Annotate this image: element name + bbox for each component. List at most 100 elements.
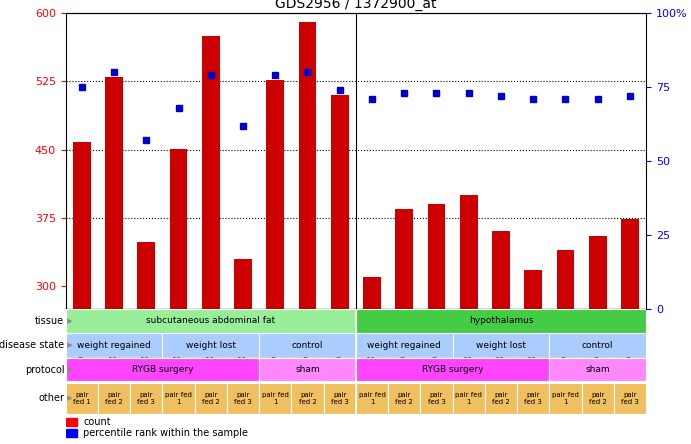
- Bar: [195, 382, 227, 415]
- Bar: [388, 309, 420, 362]
- Text: GSM206034: GSM206034: [368, 311, 377, 357]
- Bar: [98, 382, 130, 415]
- Bar: [517, 309, 549, 362]
- Text: GSM206038: GSM206038: [399, 311, 409, 357]
- Text: GSM206027: GSM206027: [335, 311, 344, 357]
- Bar: [130, 309, 162, 362]
- Text: ▶: ▶: [65, 396, 73, 401]
- Text: pair
fed 3: pair fed 3: [428, 392, 446, 405]
- Bar: [66, 417, 77, 426]
- Bar: [453, 333, 549, 357]
- Bar: [162, 382, 195, 415]
- Text: other: other: [38, 393, 64, 404]
- Bar: [485, 309, 517, 362]
- Title: GDS2956 / 1372900_at: GDS2956 / 1372900_at: [275, 0, 437, 11]
- Text: pair
fed 2: pair fed 2: [105, 392, 123, 405]
- Text: subcutaneous abdominal fat: subcutaneous abdominal fat: [146, 316, 275, 325]
- Bar: [66, 333, 162, 357]
- Text: pair
fed 3: pair fed 3: [621, 392, 639, 405]
- Text: tissue: tissue: [35, 316, 64, 326]
- Bar: [492, 231, 510, 309]
- Bar: [395, 209, 413, 309]
- Bar: [582, 382, 614, 415]
- Text: RYGB surgery: RYGB surgery: [422, 365, 484, 374]
- Bar: [356, 309, 388, 362]
- Bar: [582, 309, 614, 362]
- Text: pair fed
1: pair fed 1: [165, 392, 192, 405]
- Bar: [234, 258, 252, 309]
- Bar: [66, 382, 98, 415]
- Text: disease state: disease state: [0, 340, 64, 350]
- Bar: [259, 382, 292, 415]
- Text: GSM206022: GSM206022: [271, 311, 280, 357]
- Bar: [292, 382, 323, 415]
- Bar: [549, 358, 646, 381]
- Bar: [259, 309, 292, 362]
- Bar: [356, 333, 453, 357]
- Text: control: control: [292, 341, 323, 350]
- Bar: [227, 309, 259, 362]
- Text: count: count: [83, 417, 111, 427]
- Bar: [589, 236, 607, 309]
- Text: GSM206050: GSM206050: [529, 311, 538, 357]
- Text: GSM206045: GSM206045: [238, 311, 247, 357]
- Bar: [549, 382, 582, 415]
- Bar: [130, 382, 162, 415]
- Bar: [195, 309, 227, 362]
- Text: pair
fed 2: pair fed 2: [299, 392, 316, 405]
- Text: GSM206028: GSM206028: [625, 311, 634, 357]
- Bar: [331, 95, 348, 309]
- Text: pair
fed 3: pair fed 3: [138, 392, 155, 405]
- Bar: [428, 204, 445, 309]
- Bar: [614, 382, 646, 415]
- Bar: [363, 277, 381, 309]
- Bar: [323, 382, 356, 415]
- Text: weight lost: weight lost: [186, 341, 236, 350]
- Bar: [388, 382, 420, 415]
- Text: GSM206024: GSM206024: [303, 311, 312, 357]
- Text: sham: sham: [295, 365, 320, 374]
- Text: pair
fed 1: pair fed 1: [73, 392, 91, 405]
- Text: GSM206040: GSM206040: [142, 311, 151, 357]
- Bar: [460, 195, 477, 309]
- Text: GSM206049: GSM206049: [496, 311, 506, 357]
- Bar: [356, 358, 549, 381]
- Text: pair fed
1: pair fed 1: [455, 392, 482, 405]
- Bar: [549, 309, 582, 362]
- Text: ▶: ▶: [65, 342, 73, 348]
- Bar: [356, 382, 388, 415]
- Bar: [517, 382, 549, 415]
- Text: pair
fed 3: pair fed 3: [331, 392, 349, 405]
- Bar: [105, 77, 123, 309]
- Bar: [259, 358, 356, 381]
- Bar: [485, 382, 517, 415]
- Bar: [66, 309, 98, 362]
- Bar: [420, 382, 453, 415]
- Bar: [66, 358, 259, 381]
- Text: pair fed
1: pair fed 1: [359, 392, 386, 405]
- Text: pair
fed 3: pair fed 3: [234, 392, 252, 405]
- Text: pair fed
1: pair fed 1: [262, 392, 289, 405]
- Text: pair
fed 3: pair fed 3: [524, 392, 542, 405]
- Text: GSM206041: GSM206041: [432, 311, 441, 357]
- Bar: [356, 309, 646, 333]
- Bar: [323, 309, 356, 362]
- Text: weight regained: weight regained: [77, 341, 151, 350]
- Text: protocol: protocol: [25, 365, 64, 375]
- Text: pair fed
1: pair fed 1: [552, 392, 579, 405]
- Text: GSM206031: GSM206031: [77, 311, 86, 357]
- Bar: [98, 309, 130, 362]
- Bar: [614, 309, 646, 362]
- Bar: [453, 382, 485, 415]
- Text: GSM206043: GSM206043: [174, 311, 183, 357]
- Text: GSM206025: GSM206025: [593, 311, 603, 357]
- Text: pair
fed 2: pair fed 2: [202, 392, 220, 405]
- Bar: [453, 309, 485, 362]
- Bar: [292, 309, 323, 362]
- Text: ▶: ▶: [65, 367, 73, 373]
- Bar: [299, 22, 316, 309]
- Text: hypothalamus: hypothalamus: [468, 316, 533, 325]
- Bar: [266, 79, 284, 309]
- Text: weight lost: weight lost: [476, 341, 526, 350]
- Bar: [556, 250, 574, 309]
